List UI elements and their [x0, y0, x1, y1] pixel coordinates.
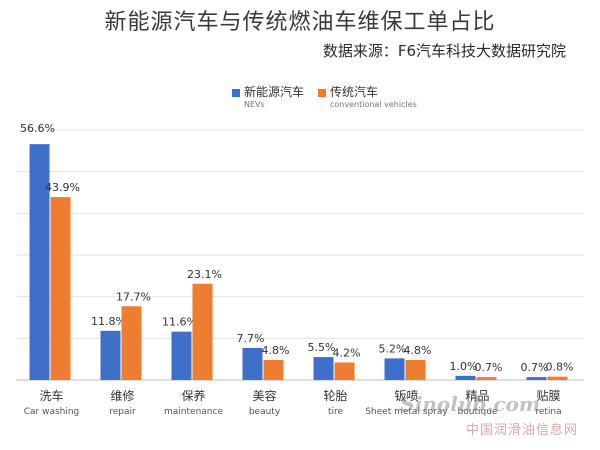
- data-label-nev-6: 1.0%: [450, 360, 478, 373]
- legend-swatch-nev: [232, 89, 240, 97]
- bar-nev-4: [313, 357, 334, 380]
- bar-nev-2: [171, 331, 192, 380]
- data-label-nev-1: 11.8%: [91, 315, 126, 328]
- legend-swatch-conventional: [318, 89, 327, 97]
- bar-nev-5: [384, 358, 405, 380]
- category-label-cn-3: 美容: [252, 388, 276, 403]
- category-label-en-5: Sheet metal spray: [365, 407, 448, 417]
- data-label-conventional-2: 23.1%: [187, 268, 222, 281]
- bar-nev-6: [455, 375, 476, 380]
- bar-conventional-7: [547, 376, 568, 380]
- bar-conventional-1: [121, 306, 142, 380]
- category-label-en-4: tire: [328, 407, 344, 417]
- bar-conventional-3: [263, 360, 284, 380]
- data-label-conventional-7: 0.8%: [546, 361, 574, 374]
- data-label-nev-7: 0.7%: [521, 361, 549, 374]
- category-label-en-2: maintenance: [164, 407, 223, 417]
- bar-conventional-4: [334, 362, 355, 380]
- category-label-cn-1: 维修: [110, 388, 134, 403]
- bar-conventional-6: [476, 377, 497, 380]
- legend-label-conventional: 传统汽车: [330, 85, 379, 99]
- category-label-cn-5: 钣喷: [394, 388, 418, 403]
- legend-label-nev-en: NEVs: [244, 100, 265, 109]
- category-label-cn-4: 轮胎: [323, 389, 347, 403]
- category-label-en-6: boutique: [458, 407, 498, 417]
- legend-label-conventional-en: conventional vehicles: [330, 100, 417, 109]
- data-label-conventional-6: 0.7%: [475, 361, 503, 374]
- data-label-nev-0: 56.6%: [20, 122, 55, 135]
- data-label-nev-3: 7.7%: [237, 332, 265, 345]
- legend-item-nev: 新能源汽车 NEVs: [232, 84, 304, 110]
- bar-conventional-5: [405, 360, 426, 380]
- category-label-cn-7: 贴膜: [536, 389, 560, 403]
- legend: 新能源汽车 NEVs 传统汽车 conventional vehicles: [232, 84, 417, 110]
- category-label-en-3: beauty: [249, 407, 281, 417]
- bar-conventional-0: [50, 197, 71, 380]
- category-label-cn-6: 精品: [465, 389, 489, 403]
- data-label-nev-2: 11.6%: [162, 316, 197, 329]
- data-label-conventional-1: 17.7%: [116, 290, 151, 303]
- legend-item-conventional: 传统汽车 conventional vehicles: [318, 84, 417, 110]
- bar-conventional-2: [192, 283, 213, 380]
- bar-nev-3: [242, 347, 263, 380]
- chart-title: 新能源汽车与传统燃油车维保工单占比: [104, 10, 496, 35]
- data-label-conventional-3: 4.8%: [262, 344, 290, 357]
- legend-label-nev: 新能源汽车: [244, 85, 305, 99]
- data-label-nev-4: 5.5%: [308, 341, 336, 354]
- data-label-conventional-4: 4.2%: [333, 347, 361, 360]
- data-source-label: 数据来源：F6汽车科技大数据研究院: [322, 42, 566, 60]
- category-label-en-0: Car washing: [24, 407, 80, 417]
- watermark-site-text: 中国润滑油信息网: [465, 423, 578, 438]
- data-label-nev-5: 5.2%: [379, 342, 407, 355]
- category-label-en-1: repair: [109, 407, 136, 417]
- category-label-cn-0: 洗车: [39, 388, 63, 403]
- watermark-logo: Sinolub.com: [400, 392, 540, 416]
- bar-nev-0: [29, 144, 50, 380]
- category-label-en-7: retina: [535, 407, 561, 417]
- bar-nev-7: [526, 377, 547, 380]
- category-label-cn-2: 保养: [181, 388, 205, 403]
- data-label-conventional-0: 43.9%: [45, 181, 80, 194]
- bar-nev-1: [100, 330, 121, 380]
- data-label-conventional-5: 4.8%: [404, 344, 432, 357]
